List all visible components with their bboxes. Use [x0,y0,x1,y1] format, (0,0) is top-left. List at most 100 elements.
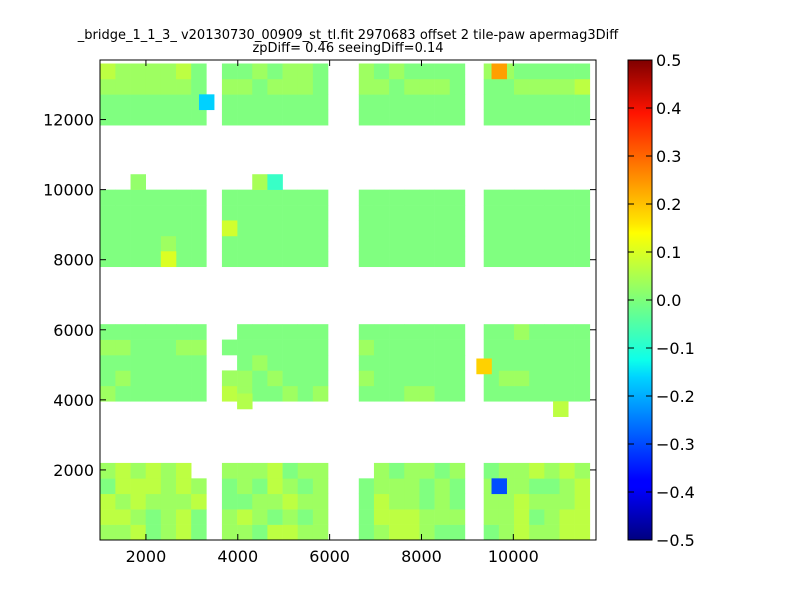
heatmap-cell [419,251,435,268]
heatmap-cell [145,385,162,402]
heatmap-cell [130,109,146,126]
heatmap-cell [559,324,575,340]
heatmap-cell [221,370,238,387]
heatmap-cell [449,324,466,340]
heatmap-cell [237,63,253,80]
heatmap-cell [312,189,329,206]
heatmap-cell [373,493,390,510]
heatmap-cell [419,235,435,252]
heatmap-cell [312,78,329,95]
heatmap-cell [252,355,268,371]
heatmap-cell [544,370,560,387]
heatmap-cell [237,94,253,111]
heatmap-cell [483,109,500,126]
heatmap-cell [145,524,162,540]
heatmap-cell [115,109,131,126]
heatmap-cell [483,189,500,206]
heatmap-cell [434,385,451,402]
heatmap-cell [267,63,283,80]
heatmap-cell [282,251,299,268]
heatmap-cell [358,509,375,525]
heatmap-cell [297,235,314,252]
heatmap-cell [434,462,451,479]
heatmap-cell [373,339,390,356]
x-tick-label: 10000 [488,547,539,566]
heatmap-cell [312,385,329,402]
heatmap-cell [130,94,146,111]
heatmap-cell [145,324,162,340]
heatmap-cell [373,324,390,340]
y-tick-label: 12000 [43,111,94,130]
heatmap-cell [252,205,268,221]
heatmap-cell [389,355,405,371]
heatmap-cell [358,251,375,268]
heatmap-cell [544,251,560,268]
heatmap-cell [145,478,162,495]
heatmap-cell [237,78,253,95]
heatmap-cell [498,109,515,126]
heatmap-cell [529,324,545,340]
heatmap-cell [529,78,545,95]
heatmap-cell [483,220,500,237]
heatmap-cell [483,205,500,221]
heatmap-cell [312,370,329,387]
heatmap-cell [574,94,591,111]
heatmap-cell [483,235,500,252]
heatmap-cell [434,78,451,95]
heatmap-cell [145,339,162,356]
heatmap-cell [514,94,530,111]
heatmap-cell [574,63,591,80]
heatmap-cell [544,355,560,371]
heatmap-cell [373,189,390,206]
colorbar-tick-label: 0.0 [656,291,681,310]
heatmap-cell [237,189,253,206]
heatmap-cell [282,189,299,206]
heatmap-cell [358,235,375,252]
heatmap-cell [145,370,162,387]
heatmap-cell [160,509,177,525]
heatmap-cell [160,220,177,237]
heatmap-cell [252,235,268,252]
heatmap-cell [130,385,146,402]
heatmap-cell [544,189,560,206]
heatmap-cell [449,189,466,206]
heatmap-cell [419,493,435,510]
heatmap-cell [559,94,575,111]
heatmap-cell [514,78,530,95]
heatmap-cell [237,235,253,252]
heatmap-cell [574,478,591,495]
heatmap-cell [574,524,591,540]
heatmap-cell [145,189,162,206]
heatmap-cell [419,509,435,525]
heatmap-cell [449,63,466,80]
heatmap-cell [358,370,375,387]
heatmap-cell [419,385,435,402]
heatmap-cell-highlight [237,393,253,410]
heatmap-cell [574,370,591,387]
heatmap-cell [160,462,177,479]
heatmap-cell [514,324,530,340]
heatmap-cell [434,509,451,525]
heatmap-cell [130,63,146,80]
heatmap-cell [529,385,545,402]
heatmap-cell [559,355,575,371]
heatmap-cell [115,78,131,95]
heatmap-cell [529,220,545,237]
heatmap-cell [297,355,314,371]
heatmap-cell [449,524,466,540]
heatmap-cell [574,235,591,252]
heatmap-cell [559,339,575,356]
heatmap-cell [267,251,283,268]
heatmap-cell-highlight [198,94,215,111]
heatmap-cell [312,324,329,340]
heatmap-cell [100,205,116,221]
heatmap-cell [389,78,405,95]
heatmap-cell [514,251,530,268]
heatmap-cell [115,524,131,540]
heatmap-cell [176,370,192,387]
heatmap-cell [449,205,466,221]
heatmap-cell [282,78,299,95]
heatmap-cell [373,109,390,126]
heatmap-cell [221,205,238,221]
heatmap-cell [221,63,238,80]
